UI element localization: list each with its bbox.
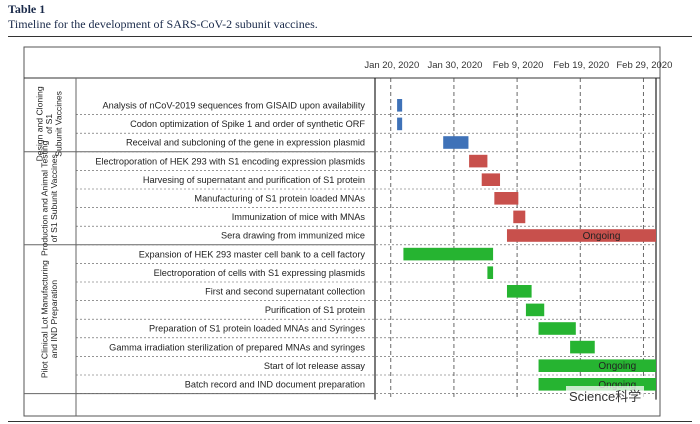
task-label-3: Electroporation of HEK 293 with S1 encod…	[95, 156, 365, 166]
top-rule	[8, 36, 692, 37]
tick-label-3: Feb 19, 2020	[553, 60, 609, 71]
task-bar-5	[494, 192, 519, 205]
task-label-14: Start of lot release assay	[264, 361, 366, 371]
task-bar-13	[570, 340, 595, 354]
task-bar-14	[538, 359, 656, 372]
task-bar-2	[443, 136, 469, 149]
task-bar-3	[469, 154, 488, 168]
task-bar-7	[506, 229, 656, 242]
task-bar-8	[403, 247, 494, 261]
phase-label-0: Design and Cloning of S1 Subunit Vaccines	[35, 86, 64, 161]
task-label-4: Harvesing of supernatant and purificatio…	[143, 175, 365, 185]
bar-note-14: Ongoing	[598, 361, 636, 372]
task-label-13: Gamma irradiation sterilization of prepa…	[109, 342, 365, 352]
phase-label-line: of S1 Subunit Vaccines	[49, 154, 59, 242]
task-label-7: Sera drawing from immunized mice	[221, 231, 365, 241]
chart-frame	[23, 46, 661, 417]
phase-label-line: of S1	[44, 114, 54, 134]
phase-label-2: Pilot Clinical Lot Manufacturing and IND …	[39, 260, 59, 378]
watermark: Science科学	[566, 386, 645, 405]
tick-label-2: Feb 9, 2020	[493, 60, 544, 71]
tick-label-1: Jan 30, 2020	[427, 60, 482, 71]
bar-note-15: Ongoing	[598, 380, 636, 391]
task-bar-4	[481, 173, 501, 186]
table-label: Table 1	[8, 2, 46, 16]
task-label-8: Expansion of HEK 293 master cell bank to…	[139, 249, 366, 259]
phase-label-line: Production and Animal Testing	[39, 140, 49, 256]
task-label-1: Codon optimization of Spike 1 and order …	[130, 119, 365, 129]
phase-label-line: and IND Preparation	[49, 280, 59, 359]
task-label-12: Preparation of S1 protein loaded MNAs an…	[149, 324, 365, 334]
task-label-10: First and second supernatant collection	[205, 287, 365, 297]
tick-label-0: Jan 20, 2020	[364, 60, 419, 71]
task-label-9: Electroporation of cells with S1 express…	[154, 268, 366, 278]
task-label-0: Analysis of nCoV-2019 sequences from GIS…	[103, 101, 366, 111]
task-bar-12	[538, 322, 576, 335]
task-bar-9	[487, 266, 494, 279]
phase-label-line: Subunit Vaccines	[54, 91, 64, 157]
table-caption: Timeline for the development of SARS-CoV…	[8, 17, 318, 31]
task-bar-1	[397, 117, 403, 131]
task-label-11: Purification of S1 protein	[265, 305, 365, 315]
task-label-15: Batch record and IND document preparatio…	[185, 380, 365, 390]
bottom-rule	[8, 421, 692, 422]
phase-label-1: Production and Animal Testing of S1 Subun…	[39, 140, 59, 256]
phase-label-line: Design and Cloning	[35, 86, 45, 161]
phase-label-line: Pilot Clinical Lot Manufacturing	[39, 260, 49, 378]
task-bar-0	[397, 99, 403, 112]
task-bar-6	[513, 210, 526, 224]
task-label-2: Receival and subcloning of the gene in e…	[126, 138, 365, 148]
task-label-5: Manufacturing of S1 protein loaded MNAs	[194, 194, 365, 204]
bar-note-7: Ongoing	[583, 231, 621, 242]
task-label-6: Immunization of mice with MNAs	[232, 212, 366, 222]
task-bar-10	[506, 285, 532, 298]
tick-label-4: Feb 29, 2020	[616, 60, 672, 71]
task-bar-11	[525, 303, 545, 317]
